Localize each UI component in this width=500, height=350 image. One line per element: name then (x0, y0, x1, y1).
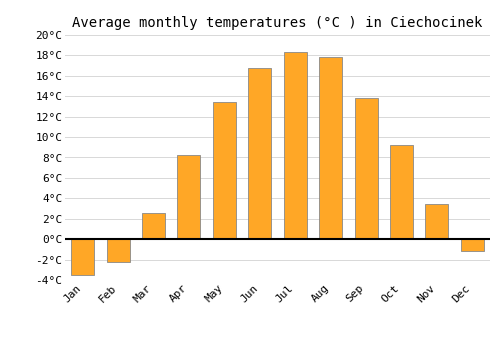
Bar (319, 57, 342, 239)
Bar (284, 52, 306, 239)
Bar (71, 239, 94, 275)
Bar (461, 239, 484, 251)
Bar (426, 204, 448, 239)
Bar (354, 98, 378, 239)
Bar (178, 155, 201, 239)
Bar (248, 68, 272, 239)
Bar (106, 239, 130, 261)
Bar (213, 102, 236, 239)
Bar (390, 145, 413, 239)
Bar (142, 212, 165, 239)
Title: Average monthly temperatures (°C ) in Ciechocinek: Average monthly temperatures (°C ) in Ci… (72, 16, 482, 30)
